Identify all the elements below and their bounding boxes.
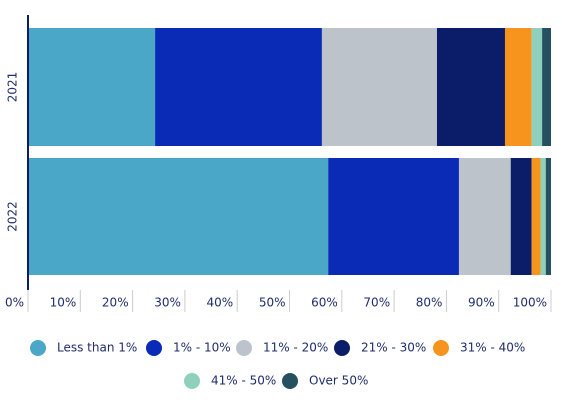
x-tick-label: 40% xyxy=(207,296,234,310)
legend-marker xyxy=(146,340,162,356)
bar-segment xyxy=(458,158,511,275)
legend-label: Less than 1% xyxy=(57,341,137,355)
x-tick-label: 100% xyxy=(513,296,547,310)
x-tick-label: 90% xyxy=(468,296,495,310)
x-tick-label: 10% xyxy=(50,296,77,310)
legend-label: Over 50% xyxy=(309,374,368,388)
bar-segment xyxy=(436,28,505,146)
x-tick-label: 20% xyxy=(102,296,129,310)
bar-segment xyxy=(155,28,322,146)
legend-label: 41% - 50% xyxy=(211,374,276,388)
bar-segment xyxy=(531,28,543,146)
x-tick-label: 30% xyxy=(154,296,181,310)
bar-segment xyxy=(328,158,459,275)
x-tick-label: 80% xyxy=(416,296,443,310)
y-tick-label: 2022 xyxy=(6,201,20,232)
legend-marker xyxy=(236,340,252,356)
x-tick-label: 60% xyxy=(311,296,338,310)
legend-marker xyxy=(334,340,350,356)
legend-label: 21% - 30% xyxy=(361,341,426,355)
legend-marker xyxy=(282,373,298,389)
x-tick-label: 70% xyxy=(363,296,390,310)
legend-label: 31% - 40% xyxy=(460,341,525,355)
bar-segment xyxy=(321,28,437,146)
legend-marker xyxy=(30,340,46,356)
legend-label: 11% - 20% xyxy=(263,341,328,355)
bar-segment xyxy=(540,158,546,275)
legend-marker xyxy=(433,340,449,356)
legend-label: 1% - 10% xyxy=(173,341,231,355)
bar-segment xyxy=(531,158,541,275)
bar-segment xyxy=(28,28,156,146)
y-tick-label: 2021 xyxy=(6,72,20,103)
x-tick-label: 0% xyxy=(5,296,24,310)
bar-segment xyxy=(28,158,329,275)
legend-marker xyxy=(184,373,200,389)
x-tick-label: 50% xyxy=(259,296,286,310)
bar-segment xyxy=(545,158,551,275)
bar-segment xyxy=(510,158,532,275)
bar-segment xyxy=(504,28,532,146)
bar-segment xyxy=(542,28,551,146)
